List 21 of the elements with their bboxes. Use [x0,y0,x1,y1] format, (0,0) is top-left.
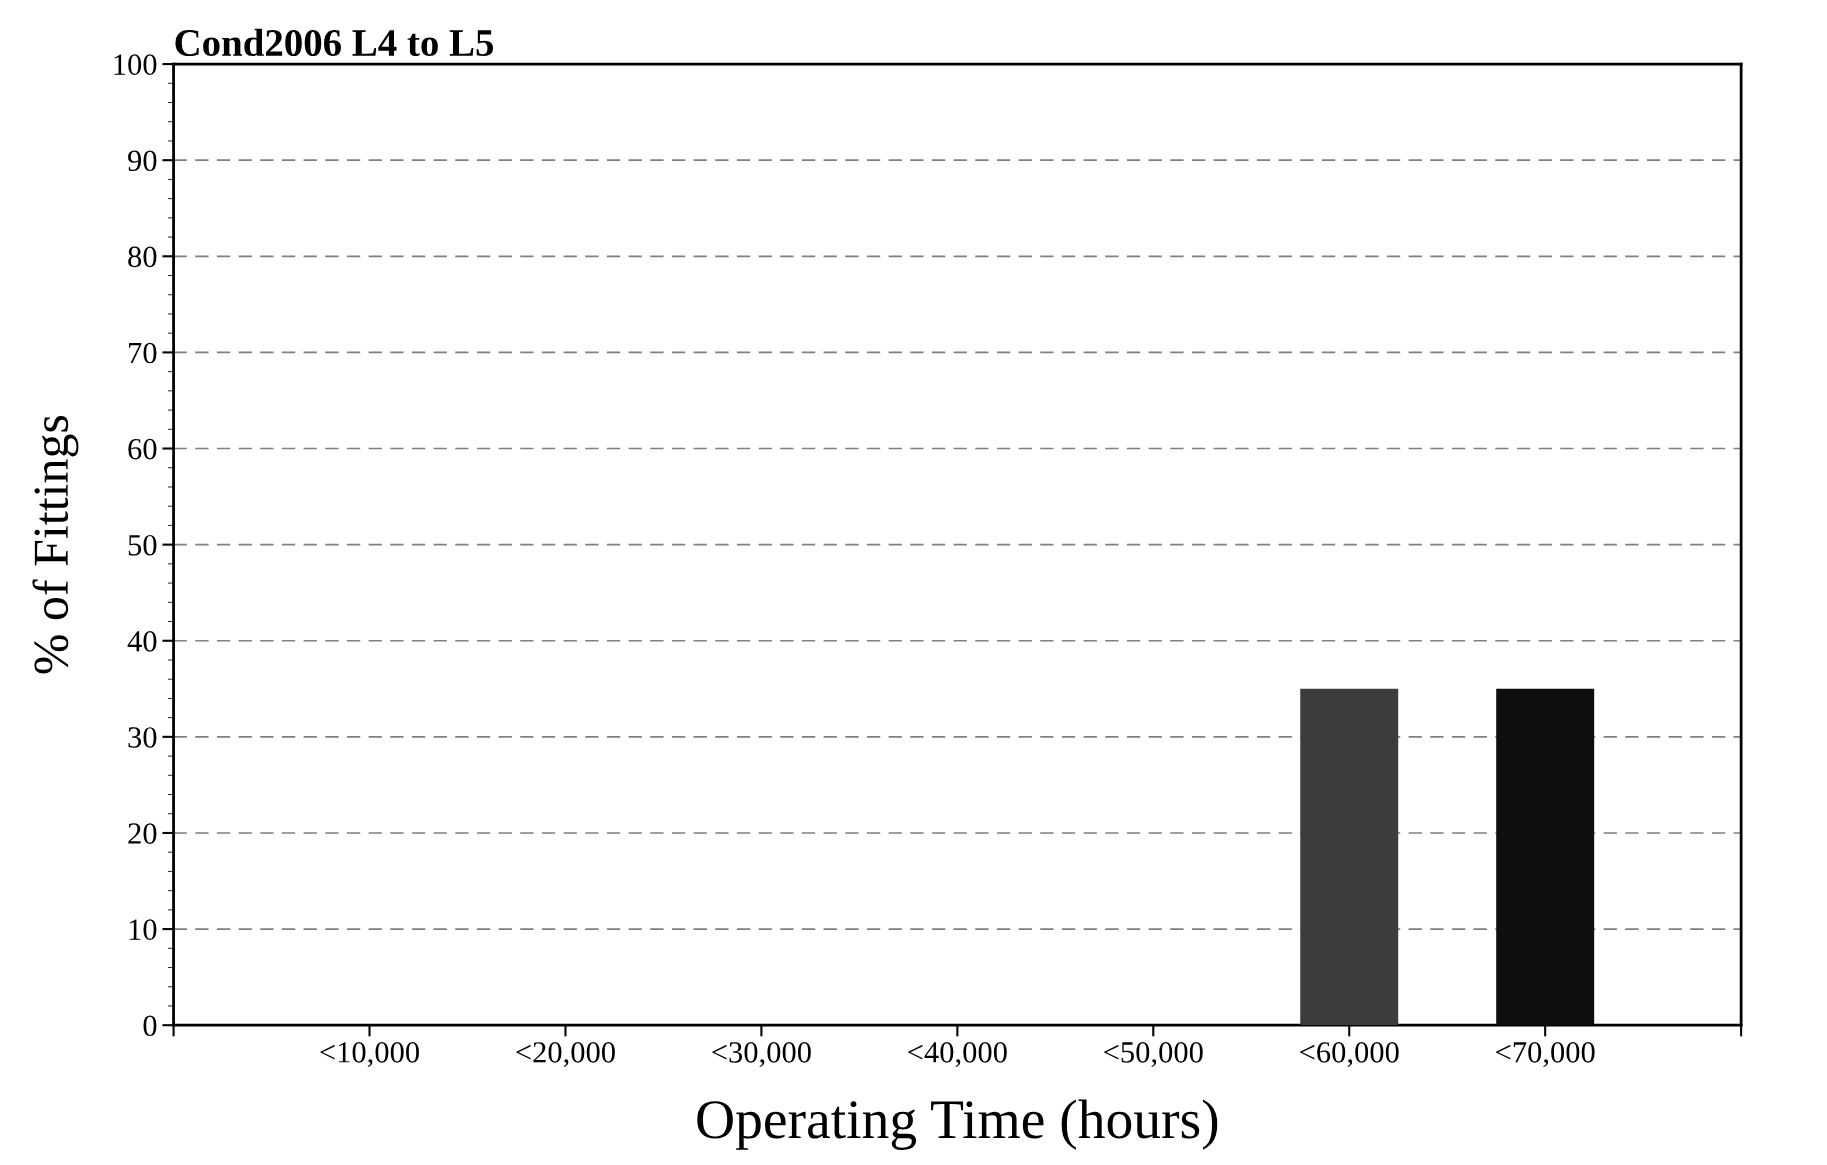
x-tick-label: <50,000 [1104,1042,1203,1068]
x-axis-title: Operating Time (hours) [697,1099,1218,1150]
y-tick-label: 60 [128,438,157,460]
x-tick-label: <10,000 [320,1042,419,1068]
x-tick-label: <40,000 [908,1042,1007,1068]
y-tick-label: 0 [143,1015,157,1037]
x-tick-label: <70,000 [1496,1042,1595,1068]
y-tick-label: 40 [127,631,157,652]
y-axis-title: % of Fittings [32,415,79,674]
x-tick-label: <30,000 [712,1042,811,1068]
y-tick-label: 30 [128,727,157,748]
chart-title: Cond2006 L4 to L5 [175,28,494,57]
y-tick-label: 90 [128,150,157,172]
y-tick-label: 20 [128,823,157,844]
y-tick-label: 50 [128,534,157,556]
x-tick-label: <60,000 [1300,1042,1399,1068]
x-tick-label: <20,000 [516,1042,615,1068]
y-tick-label: 70 [129,342,157,364]
y-tick-label: 80 [128,246,157,268]
y-tick-label: 100 [114,54,157,75]
y-tick-label: 10 [129,919,157,940]
